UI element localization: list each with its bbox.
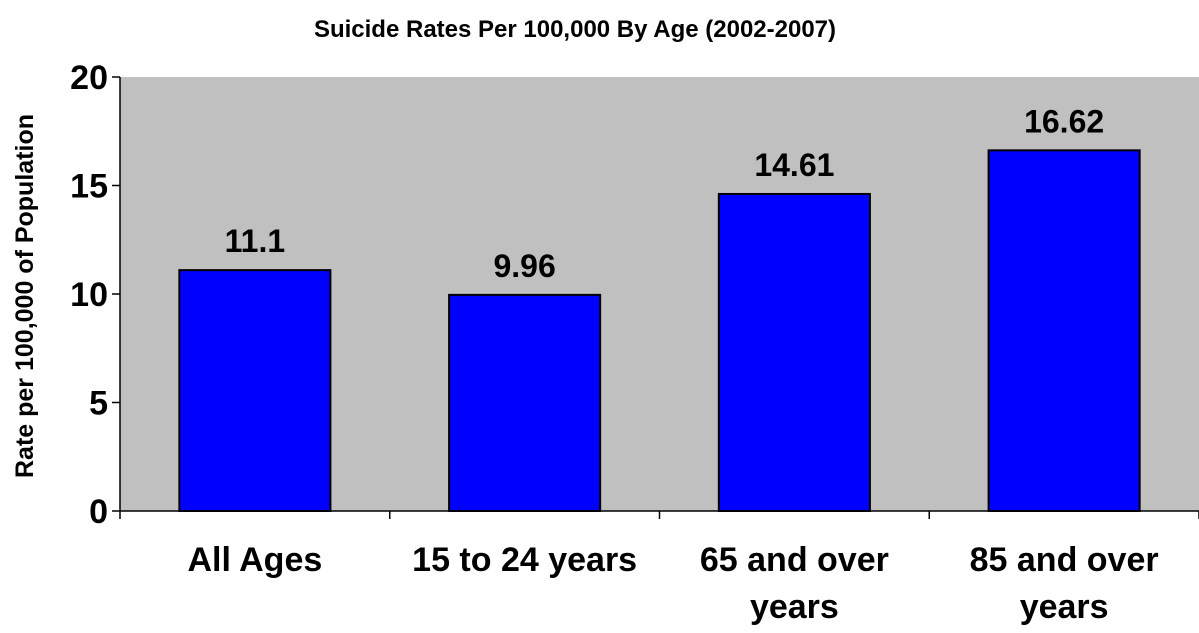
bars <box>178 149 1141 513</box>
bar-1 <box>448 293 602 513</box>
y-tick-label-4: 20 <box>70 59 108 97</box>
bar-0 <box>178 269 332 512</box>
bar-3 <box>987 149 1141 512</box>
x-tick-label-3-line-0: 85 and over <box>970 541 1159 579</box>
y-axis-label: Rate per 100,000 of Population <box>11 114 39 478</box>
axes <box>112 76 1199 519</box>
data-label-2: 14.61 <box>754 147 834 183</box>
data-label-0: 11.1 <box>225 223 286 259</box>
data-label-3: 16.62 <box>1024 103 1104 139</box>
bar-2 <box>717 192 871 512</box>
x-tick-label-3-line-1: years <box>1020 588 1109 626</box>
x-tick-label-2-line-0: 65 and over <box>700 541 889 579</box>
chart-title: Suicide Rates Per 100,000 By Age (2002-2… <box>314 16 836 43</box>
y-tick-label-0: 0 <box>89 493 108 531</box>
labels: 11.1 All Ages 9.96 15 to 24 years 14.61 65 an… <box>70 59 1158 626</box>
y-tick-label-3: 15 <box>70 168 108 206</box>
data-label-1: 9.96 <box>493 248 555 284</box>
y-tick-label-1: 5 <box>89 385 108 423</box>
x-tick-label-2-line-1: years <box>750 588 839 626</box>
y-tick-label-2: 10 <box>70 276 108 314</box>
x-tick-label-0: All Ages <box>187 541 322 579</box>
x-tick-label-1: 15 to 24 years <box>412 541 637 579</box>
